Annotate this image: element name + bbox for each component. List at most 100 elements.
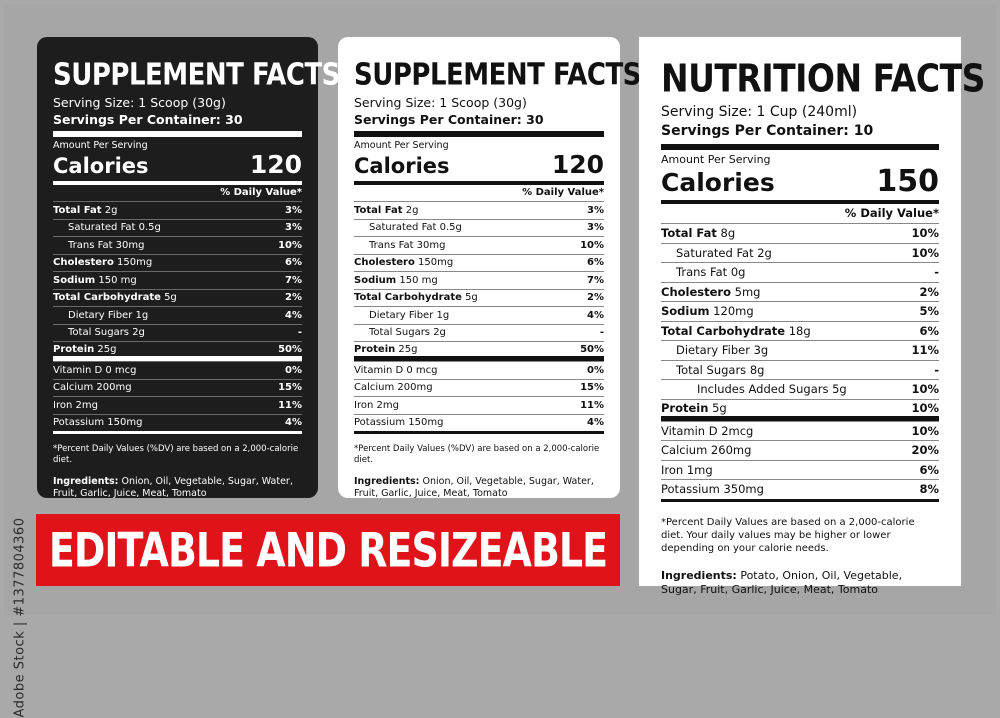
nutrient-row: Iron 1mg 6%	[661, 459, 939, 480]
nutrient-name: Iron 2mg	[354, 399, 399, 411]
nutrient-daily-value: 2%	[587, 292, 604, 304]
nutrient-row: Vitamin D 0 mcg 0%	[354, 361, 604, 379]
nutrient-row: Saturated Fat 0.5g 3%	[53, 218, 302, 237]
nutrient-amount: 18g	[785, 323, 811, 338]
nutrient-name-cell: Total Fat 2g	[53, 205, 117, 216]
nutrient-daily-value: 5%	[919, 304, 939, 319]
ingredients-label: Ingredients:	[661, 568, 737, 582]
nutrient-daily-value: 10%	[911, 423, 939, 438]
nutrient-name: Trans Fat 0g	[676, 265, 746, 280]
nutrient-name: Dietary Fiber 1g	[369, 309, 450, 321]
nutrient-row: Sodium 150 mg 7%	[354, 271, 604, 289]
nutrient-name-cell: Sodium 120mg	[661, 304, 754, 318]
footnote: *Percent Daily Values (%DV) are based on…	[53, 444, 299, 465]
nutrient-daily-value: 20%	[911, 443, 939, 458]
nutrient-name: Total Sugars 2g	[68, 327, 145, 339]
nutrient-name-cell: Iron 2mg	[53, 400, 98, 411]
nutrient-row: Total Carbohydrate 5g 2%	[53, 288, 302, 307]
nutrient-name: Potassium 150mg	[53, 417, 143, 429]
nutrient-name: Calcium 260mg	[661, 443, 752, 458]
nutrient-name-cell: Potassium 150mg	[354, 417, 443, 428]
ingredients-label: Ingredients:	[354, 476, 420, 487]
nutrient-amount: 25g	[395, 343, 418, 355]
nutrient-row: Total Carbohydrate 5g 2%	[354, 288, 604, 307]
nutrient-name: Saturated Fat 0.5g	[369, 222, 462, 234]
nutrient-row: Protein 25g 50%	[53, 341, 302, 361]
nutrition-facts-label: NUTRITION FACTS Serving Size: 1 Cup (240…	[639, 37, 985, 596]
nutrient-name: Dietary Fiber 3g	[676, 343, 769, 358]
nutrient-daily-value: 4%	[285, 309, 302, 321]
stock-watermark: Adobe Stock | #1377804360	[0, 0, 40, 718]
nutrient-name: Total Carbohydrate	[354, 292, 462, 304]
nutrient-amount: 150mg	[113, 257, 153, 269]
nutrient-name-cell: Trans Fat 30mg	[53, 240, 144, 251]
nutrient-amount: 150 mg	[95, 274, 137, 286]
nutrient-name-cell: Trans Fat 30mg	[354, 240, 445, 251]
nutrient-row: Total Fat 8g 10%	[661, 223, 939, 243]
thick-divider	[53, 131, 302, 137]
supplement-facts-label-dark: SUPPLEMENT FACTS Serving Size: 1 Scoop (…	[37, 37, 340, 500]
thick-divider	[354, 181, 604, 185]
nutrient-name: Protein	[53, 343, 95, 355]
nutrient-amount: 25g	[94, 343, 117, 355]
nutrient-name-cell: Dietary Fiber 1g	[354, 310, 449, 321]
amount-per-serving: Amount Per Serving	[354, 140, 449, 151]
nutrient-daily-value: 10%	[911, 400, 939, 415]
nutrient-row: Dietary Fiber 3g 11%	[661, 340, 939, 360]
nutrient-name: Protein	[661, 400, 709, 415]
daily-value-header: % Daily Value*	[220, 187, 302, 198]
nutrient-name: Trans Fat 30mg	[369, 239, 446, 251]
ingredients: Ingredients: Onion, Oil, Vegetable, Suga…	[53, 476, 302, 500]
nutrient-name: Sodium	[661, 304, 710, 319]
nutrient-daily-value: 6%	[919, 323, 939, 338]
nutrient-amount: 150 mg	[396, 274, 438, 286]
nutrient-daily-value: -	[934, 362, 939, 377]
nutrient-name-cell: Vitamin D 0 mcg	[354, 365, 438, 376]
nutrient-name-cell: Total Sugars 2g	[354, 327, 446, 338]
nutrient-name: Cholestero	[53, 257, 114, 269]
calories-value: 120	[249, 150, 302, 179]
calories-row: Calories 120	[354, 152, 604, 181]
ingredients-text: Onion, Oil, Vegetable, Sugar, Water, Fru…	[354, 476, 594, 499]
nutrient-daily-value: -	[297, 327, 302, 339]
nutrient-row: Dietary Fiber 1g 4%	[53, 306, 302, 324]
nutrient-name: Includes Added Sugars 5g	[697, 382, 847, 397]
nutrient-name: Total Fat	[661, 226, 717, 241]
nutrient-daily-value: 11%	[580, 399, 604, 411]
bottom-divider	[661, 498, 939, 502]
nutrient-name: Total Sugars 8g	[676, 362, 765, 377]
nutrient-row: Vitamin D 0 mcg 0%	[53, 361, 302, 379]
nutrient-row: Potassium 150mg 4%	[53, 413, 302, 432]
nutrient-name: Vitamin D 2mcg	[661, 423, 754, 438]
nutrient-daily-value: 10%	[911, 382, 939, 397]
nutrient-daily-value: 11%	[278, 399, 302, 411]
calories-row: Calories 150	[661, 167, 939, 200]
nutrient-daily-value: 7%	[587, 274, 604, 286]
nutrient-name: Sodium	[354, 274, 397, 286]
thick-divider	[53, 181, 302, 185]
serving-size: Serving Size: 1 Scoop (30g)	[354, 95, 527, 110]
nutrient-name-cell: Total Sugars 2g	[53, 327, 145, 338]
nutrient-name: Total Fat	[354, 204, 403, 216]
nutrient-amount: 5g	[160, 292, 177, 304]
nutrient-name: Calcium 200mg	[354, 382, 433, 394]
nutrient-name-cell: Cholestero 150mg	[53, 257, 152, 268]
nutrient-name-cell: Calcium 200mg	[354, 382, 433, 393]
nutrient-row: Potassium 350mg 8%	[661, 479, 939, 499]
daily-value-header: % Daily Value*	[522, 187, 604, 198]
nutrient-amount: 5g	[708, 400, 727, 415]
nutrient-name-cell: Cholestero 5mg	[661, 285, 760, 299]
nutrient-row: Protein 5g 10%	[661, 398, 939, 421]
thick-divider	[661, 200, 939, 204]
calories-label: Calories	[354, 154, 450, 178]
nutrient-name-cell: Sodium 150 mg	[354, 275, 438, 286]
nutrient-daily-value: 7%	[285, 274, 302, 286]
nutrient-name-cell: Total Carbohydrate 5g	[354, 292, 478, 303]
nutrient-name: Iron 1mg	[661, 462, 713, 477]
editable-resizeable-banner: EDITABLE AND RESIZEABLE	[36, 514, 620, 586]
thick-divider	[354, 131, 604, 137]
nutrient-row: Saturated Fat 0.5g 3%	[354, 218, 604, 237]
ingredients: Ingredients: Onion, Oil, Vegetable, Suga…	[354, 476, 604, 500]
servings-per-container: Servings Per Container: 30	[354, 112, 544, 127]
nutrient-daily-value: 6%	[285, 257, 302, 269]
